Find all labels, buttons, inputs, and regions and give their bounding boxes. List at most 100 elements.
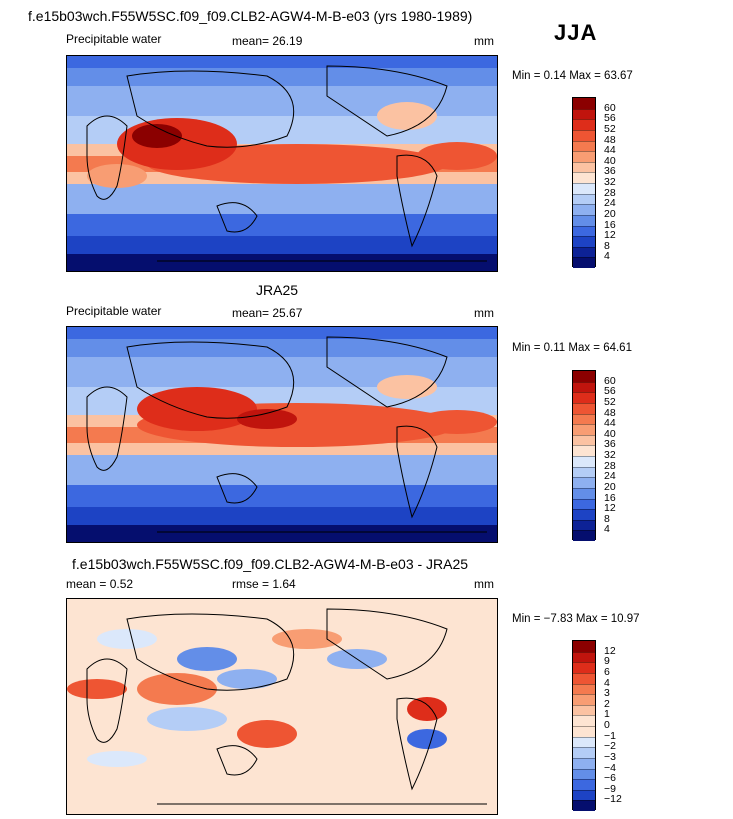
colorbar-tick-label: −12 <box>604 793 622 806</box>
colorbar-swatch <box>573 172 595 183</box>
colorbar-tick-label: −9 <box>604 782 616 795</box>
map-plot <box>67 327 497 542</box>
colorbar-tick-label: −3 <box>604 750 616 763</box>
colorbar-swatch <box>573 800 595 811</box>
colorbar-tick-label: −4 <box>604 761 616 774</box>
colorbar-tick-label: 36 <box>604 165 616 178</box>
colorbar-tick-label: 32 <box>604 449 616 461</box>
panel-units-label: mm <box>474 34 494 48</box>
colorbar-tick-label: 4 <box>604 250 610 263</box>
panel-variable-label: Precipitable water <box>66 32 162 46</box>
colorbar-swatch <box>573 193 595 205</box>
colorbar-swatch <box>573 509 595 520</box>
map-plot <box>67 56 497 271</box>
colorbar-swatch <box>573 151 595 162</box>
colorbar-tick-label: 6 <box>604 665 610 678</box>
colorbar-swatch <box>573 519 595 531</box>
colorbar-difference <box>572 640 596 811</box>
colorbar-swatch <box>573 140 595 152</box>
colorbar-swatch <box>573 108 595 120</box>
colorbar-tick-label: 12 <box>604 502 616 515</box>
colorbar-swatch <box>573 456 595 467</box>
colorbar-swatch <box>573 214 595 226</box>
colorbar-swatch <box>573 704 595 716</box>
colorbar-tick-label: 16 <box>604 218 616 231</box>
colorbar-tick-label: 12 <box>604 229 616 242</box>
colorbar-tick-label: 60 <box>604 101 616 114</box>
panel-mean-label: mean= 25.67 <box>232 306 303 320</box>
colorbar-swatch <box>573 402 595 414</box>
colorbar-swatch <box>573 779 595 790</box>
colorbar-swatch <box>573 371 595 382</box>
colorbar-tick-label: 20 <box>604 480 616 493</box>
colorbar-swatch <box>573 161 595 173</box>
colorbar-tick-label: 0 <box>604 719 610 731</box>
colorbar-tick-label: 56 <box>604 385 616 398</box>
panel-title: f.e15b03wch.F55W5SC.f09_f09.CLB2-AGW4-M-… <box>72 556 469 572</box>
panel-variable-label: Precipitable water <box>66 304 162 318</box>
colorbar-tick-label: 52 <box>604 122 616 135</box>
colorbar-tick-label: 40 <box>604 154 616 167</box>
panel-minmax-label: Min = −7.83 Max = 10.97 <box>512 613 640 625</box>
colorbar-swatch <box>573 487 595 499</box>
colorbar-swatch <box>573 246 595 258</box>
panel-mean-label: mean = 0.52 <box>66 577 134 591</box>
colorbar-swatch <box>573 683 595 695</box>
colorbar-tick-label: 1 <box>604 708 610 721</box>
colorbar-swatch <box>573 98 595 109</box>
colorbar-jra25 <box>572 370 596 541</box>
colorbar-swatch <box>573 736 595 748</box>
colorbar-tick-label: 12 <box>604 644 616 657</box>
colorbar-swatch <box>573 694 595 705</box>
panel-rmse-label: rmse = 1.64 <box>232 577 296 591</box>
colorbar-swatch <box>573 789 595 801</box>
colorbar-swatch <box>573 477 595 488</box>
colorbar-tick-label: 2 <box>604 697 610 710</box>
colorbar-swatch <box>573 119 595 130</box>
season-label: JJA <box>554 20 598 45</box>
map-difference <box>66 598 498 815</box>
colorbar-swatch <box>573 413 595 425</box>
colorbar-swatch <box>573 424 595 435</box>
colorbar-tick-label: 28 <box>604 186 616 199</box>
colorbar-tick-label: 20 <box>604 207 616 220</box>
colorbar-tick-label: 8 <box>604 239 610 252</box>
colorbar-tick-label: 52 <box>604 395 616 408</box>
colorbar-swatch <box>573 747 595 758</box>
colorbar-swatch <box>573 757 595 769</box>
colorbar-tick-label: 44 <box>604 144 616 157</box>
map-model-precipitable-water <box>66 55 498 272</box>
colorbar-swatch <box>573 445 595 456</box>
colorbar-tick-label: 16 <box>604 491 616 504</box>
colorbar-swatch <box>573 715 595 726</box>
colorbar-tick-label: 24 <box>604 470 616 483</box>
colorbar-tick-label: 40 <box>604 427 616 440</box>
colorbar-tick-label: 9 <box>604 655 610 668</box>
colorbar-swatch <box>573 392 595 403</box>
colorbar-swatch <box>573 225 595 237</box>
colorbar-swatch <box>573 530 595 541</box>
colorbar-tick-label: 4 <box>604 676 610 689</box>
panel-minmax-label: Min = 0.14 Max = 63.67 <box>512 70 633 82</box>
colorbar-tick-label: 4 <box>604 523 610 536</box>
colorbar-swatch <box>573 651 595 663</box>
map-plot <box>67 599 497 814</box>
panel-units-label: mm <box>474 577 494 591</box>
colorbar-tick-label: 56 <box>604 112 616 125</box>
colorbar-tick-label: −2 <box>604 740 616 753</box>
colorbar-swatch <box>573 498 595 510</box>
colorbar-swatch <box>573 726 595 737</box>
panel-units-label: mm <box>474 306 494 320</box>
colorbar-swatch <box>573 183 595 194</box>
colorbar-tick-label: 3 <box>604 687 610 700</box>
colorbar-tick-label: 36 <box>604 438 616 451</box>
colorbar-swatch <box>573 672 595 684</box>
colorbar-tick-label: 48 <box>604 133 616 146</box>
colorbar-swatch <box>573 381 595 393</box>
colorbar-tick-label: 48 <box>604 406 616 419</box>
colorbar-tick-label: 28 <box>604 459 616 472</box>
colorbar-swatch <box>573 662 595 673</box>
colorbar-tick-label: 60 <box>604 374 616 387</box>
panel-minmax-label: Min = 0.11 Max = 64.61 <box>512 342 632 354</box>
panel-title: JRA25 <box>256 282 299 298</box>
